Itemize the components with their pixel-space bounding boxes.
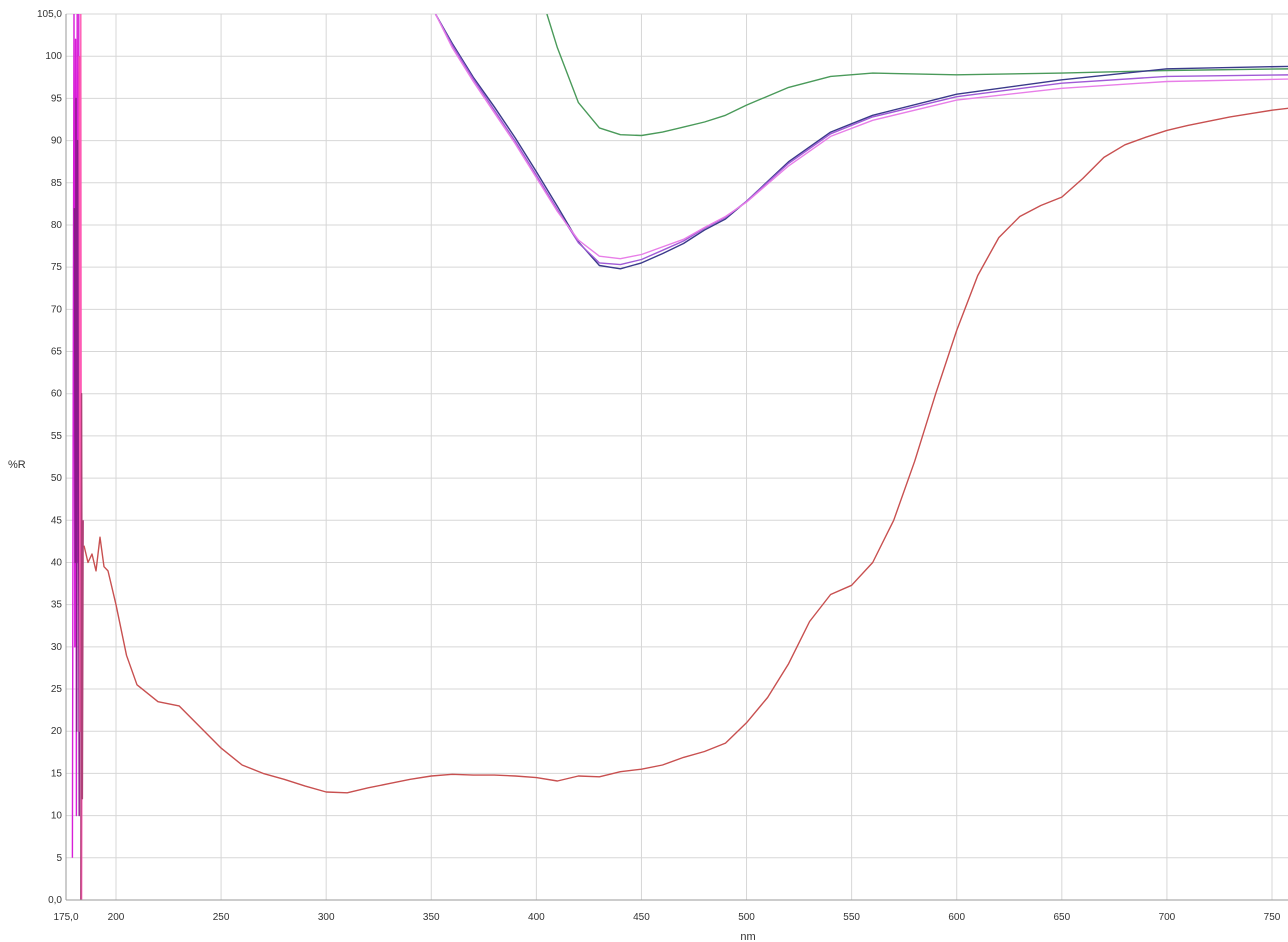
- y-tick-label: 75: [51, 262, 63, 273]
- y-tick-label: 60: [51, 389, 63, 400]
- y-tick-label: 20: [51, 726, 63, 737]
- x-tick-label: 650: [1053, 912, 1070, 923]
- y-tick-label: 50: [51, 473, 63, 484]
- y-tick-label: 55: [51, 431, 63, 442]
- grid: [66, 13, 1288, 900]
- y-tick-label: 100: [45, 51, 62, 62]
- y-tick-label: 95: [51, 93, 63, 104]
- y-tick-label: 30: [51, 642, 63, 653]
- y-tick-label: 25: [51, 684, 63, 695]
- y-tick-label: 40: [51, 557, 63, 568]
- series-line-2: [434, 14, 1288, 270]
- x-tick-label: 250: [213, 912, 230, 923]
- x-tick-label: 500: [738, 912, 755, 923]
- y-tick-label: 90: [51, 136, 63, 147]
- y-tick-label: 45: [51, 515, 63, 526]
- y-axis-label: %R: [8, 459, 26, 471]
- x-tick-label: 175,0: [53, 912, 78, 923]
- y-tick-label: 70: [51, 304, 63, 315]
- y-tick-label: 0,0: [48, 895, 62, 906]
- y-tick-label: 85: [51, 178, 63, 189]
- y-tick-label: 80: [51, 220, 63, 231]
- series-line-4: [434, 14, 1288, 260]
- y-tick-label: 10: [51, 811, 63, 822]
- x-tick-label: 400: [528, 912, 545, 923]
- x-tick-label: 200: [108, 912, 125, 923]
- data-series: [71, 14, 1288, 900]
- y-tick-label: 15: [51, 768, 63, 779]
- y-tick-label: 35: [51, 600, 63, 611]
- series-line-5: [83, 107, 1288, 794]
- tick-labels: 0,0 5 10 15 20 25 30 35 40 45 50 55 60 65 70 75 80 85 90 95…: [37, 9, 1281, 923]
- series-line-1: [546, 14, 1288, 137]
- series-line-7: [73, 56, 81, 817]
- x-tick-label: 350: [423, 912, 440, 923]
- axes: [65, 14, 1288, 901]
- series-line-9: [80, 393, 84, 900]
- x-tick-label: 600: [948, 912, 965, 923]
- y-tick-label: 65: [51, 347, 63, 358]
- x-axis-label: nm: [740, 931, 755, 942]
- series-line-3: [434, 14, 1288, 266]
- x-tick-label: 750: [1264, 912, 1281, 923]
- x-tick-label: 700: [1159, 912, 1176, 923]
- y-tick-label: 105,0: [37, 9, 62, 20]
- x-tick-label: 550: [843, 912, 860, 923]
- x-tick-label: 300: [318, 912, 335, 923]
- x-tick-label: 450: [633, 912, 650, 923]
- y-tick-label: 5: [56, 853, 62, 864]
